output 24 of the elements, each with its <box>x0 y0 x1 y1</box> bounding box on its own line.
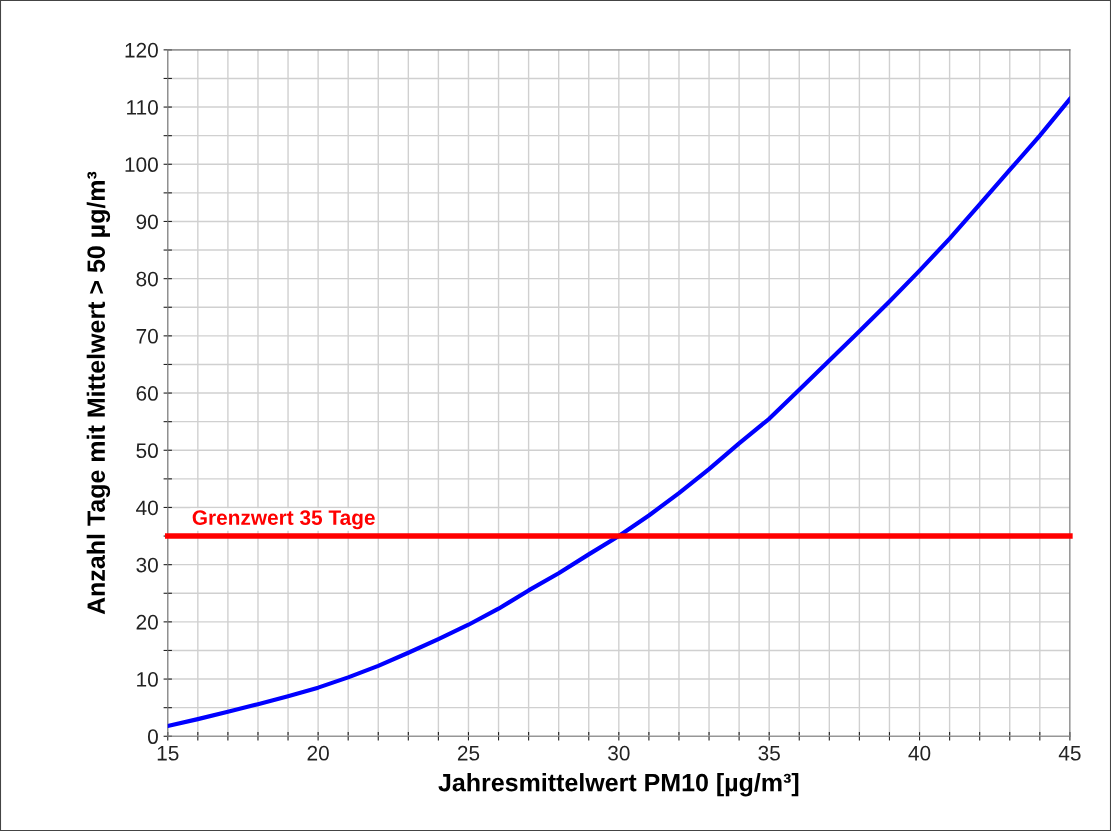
y-axis-title: Anzahl Tage mit Mittelwert > 50 µg/m³ <box>86 171 111 615</box>
x-axis-title: Jahresmittelwert PM10 [µg/m³] <box>438 773 799 797</box>
x-tick-label: 20 <box>307 745 329 761</box>
y-tick-label: 50 <box>136 443 158 459</box>
y-tick-label: 70 <box>136 328 158 344</box>
x-tick-label: 45 <box>1058 746 1081 761</box>
x-tick-label: 40 <box>908 745 931 761</box>
y-tick-label: 90 <box>136 214 158 230</box>
y-tick-label: 10 <box>137 672 158 687</box>
y-tick-label: 40 <box>136 500 158 516</box>
y-tick-label: 30 <box>136 557 158 573</box>
x-tick-label: 25 <box>457 745 480 761</box>
y-tick-label: 100 <box>125 157 158 173</box>
y-tick-label: 120 <box>125 42 158 58</box>
y-tick-label: 0 <box>147 729 158 745</box>
ref-line-label: Grenzwert 35 Tage <box>192 510 375 530</box>
y-tick-label: 110 <box>127 100 158 115</box>
y-tick-label: 80 <box>136 271 158 287</box>
line-series <box>167 96 1070 729</box>
y-tick-label: 60 <box>136 386 158 401</box>
x-tick-label: 35 <box>758 745 780 761</box>
x-tick-label: 30 <box>608 745 630 761</box>
x-tick-label: 15 <box>157 746 179 761</box>
y-tick-label: 20 <box>136 614 158 630</box>
